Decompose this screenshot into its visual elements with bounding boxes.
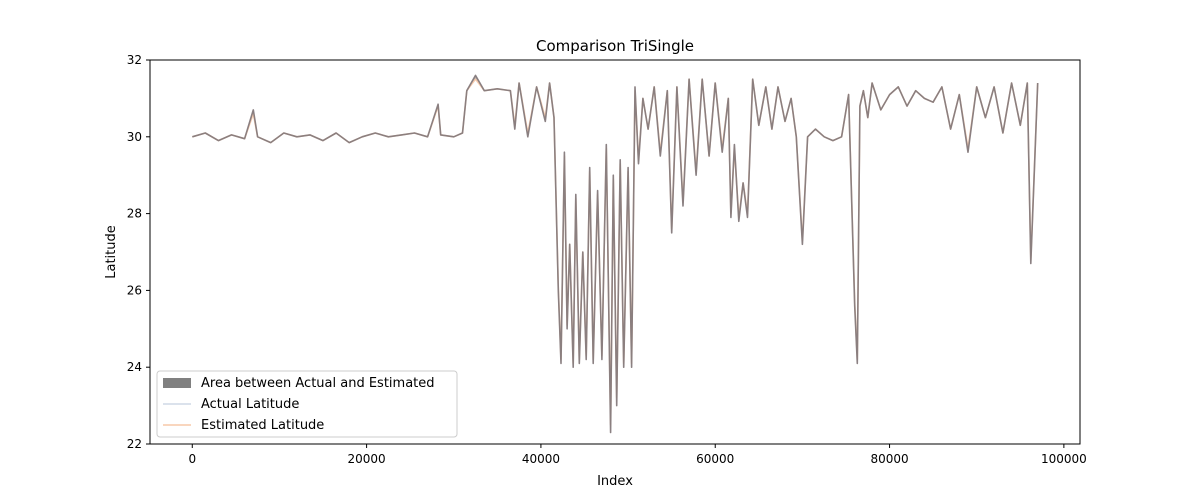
x-tick-label: 20000	[347, 452, 385, 466]
x-axis: 0 20000 40000 60000 80000 100000	[188, 444, 1087, 466]
y-tick-label: 26	[127, 283, 142, 297]
y-tick-label: 32	[127, 53, 142, 67]
x-axis-label: Index	[597, 474, 633, 489]
actual-latitude-line	[192, 74, 1039, 434]
chart-title: Comparison TriSingle	[536, 37, 694, 55]
legend-label: Area between Actual and Estimated	[201, 376, 435, 391]
x-tick-label: 80000	[870, 452, 908, 466]
x-tick-label: 40000	[522, 452, 560, 466]
x-tick-label: 100000	[1041, 452, 1087, 466]
legend: Area between Actual and Estimated Actual …	[156, 370, 458, 438]
y-tick-label: 22	[127, 437, 142, 451]
y-tick-label: 30	[127, 130, 142, 144]
legend-label: Actual Latitude	[201, 397, 299, 412]
x-tick-label: 60000	[696, 452, 734, 466]
y-axis-label: Latitude	[104, 225, 119, 279]
plot-frame	[149, 59, 1081, 445]
x-tick-label: 0	[188, 452, 196, 466]
legend-label: Estimated Latitude	[201, 418, 324, 433]
data-layer	[192, 74, 1039, 434]
y-tick-label: 24	[127, 360, 142, 374]
legend-box	[156, 370, 458, 438]
legend-swatch-area	[163, 378, 191, 388]
y-axis: 22 24 26 28 30 32	[127, 53, 150, 451]
y-tick-label: 28	[127, 207, 142, 221]
